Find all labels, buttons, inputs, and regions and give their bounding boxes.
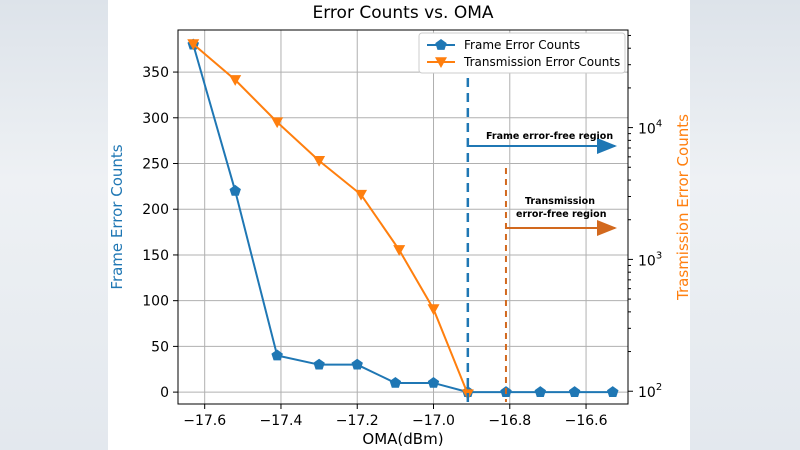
- y-right-tick-label: 103: [638, 250, 662, 269]
- transmission-error-line: [192, 43, 469, 395]
- frame-region-label: Frame error-free region: [486, 131, 613, 142]
- frame-error-point: [534, 386, 546, 397]
- y-right-tick-exponent: 4: [656, 119, 662, 130]
- x-tick-label: −16.6: [565, 413, 608, 429]
- frame-error-line: [192, 44, 613, 394]
- y-right-tick-label: 102: [638, 382, 662, 401]
- y-left-tick-label: 50: [151, 339, 169, 355]
- y-left-tick-label: 0: [160, 385, 169, 401]
- transmission-error-point: [313, 155, 326, 167]
- y-left-tick-label: 150: [142, 248, 169, 264]
- legend-frame-marker: [435, 39, 447, 50]
- legend-box: [418, 32, 626, 74]
- legend-frame-label: Frame Error Counts: [464, 38, 580, 52]
- x-axis-label: OMA(dBm): [362, 430, 443, 448]
- y-right-tick-exponent: 2: [656, 382, 662, 393]
- transmission-error-point: [427, 304, 440, 316]
- y-left-tick-label: 200: [142, 202, 169, 218]
- y-right-tick-label: 104: [638, 119, 662, 138]
- frame-error-point: [607, 386, 619, 397]
- y-right-tick-exponent: 3: [656, 250, 662, 261]
- x-tick-label: −17.0: [412, 413, 455, 429]
- frame-error-point: [351, 358, 363, 370]
- x-tick-label: −16.8: [488, 413, 531, 429]
- chart-svg: −17.6 −17.4 −17.2 −17.0 −16.8 −16.6 0 50 100 150 2…: [108, 3, 690, 448]
- transmission-region-label-line2: error-free region: [516, 209, 607, 220]
- chart-title: Error Counts vs. OMA: [313, 3, 494, 23]
- x-tick-label: −17.2: [336, 413, 379, 429]
- transmission-region-label-line1: Transmission: [525, 196, 595, 207]
- y-left-tick-label: 250: [142, 157, 169, 173]
- frame-error-point: [229, 184, 241, 196]
- transmission-error-point: [393, 245, 406, 256]
- y-right-axis-label: Trasmission Error Counts: [674, 114, 690, 301]
- background-right-panel: [690, 0, 800, 450]
- frame-error-point: [427, 377, 440, 388]
- y-left-tick-label: 100: [142, 294, 169, 310]
- legend-transmission-marker: [435, 57, 447, 68]
- x-tick-label: −17.4: [260, 413, 303, 429]
- plot-frame: [177, 29, 629, 405]
- y-left-tick-label: 300: [142, 111, 169, 127]
- background-left-panel: [0, 0, 108, 450]
- transmission-error-point: [187, 39, 200, 51]
- transmission-error-point: [355, 189, 368, 201]
- frame-error-point: [271, 349, 283, 361]
- y-left-tick-label: 350: [142, 65, 169, 81]
- frame-error-point: [568, 386, 581, 397]
- frame-error-point: [313, 358, 325, 370]
- transmission-error-point: [229, 75, 242, 86]
- legend-transmission-label: Transmission Error Counts: [463, 55, 620, 69]
- y-left-axis-label: Frame Error Counts: [108, 144, 126, 289]
- chart-figure: −17.6 −17.4 −17.2 −17.0 −16.8 −16.6 0 50 100 150 2…: [108, 0, 690, 450]
- x-tick-label: −17.6: [183, 413, 226, 429]
- frame-error-point: [389, 377, 402, 388]
- transmission-error-point: [271, 117, 284, 129]
